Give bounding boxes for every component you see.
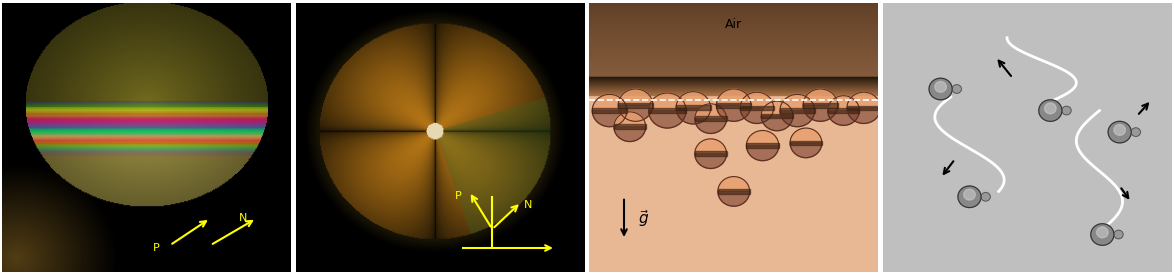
Wedge shape	[614, 112, 646, 127]
Wedge shape	[780, 111, 815, 127]
Wedge shape	[846, 108, 880, 123]
FancyBboxPatch shape	[695, 116, 727, 121]
Wedge shape	[828, 96, 859, 111]
Wedge shape	[790, 128, 822, 143]
Circle shape	[935, 81, 946, 92]
Circle shape	[1062, 106, 1071, 115]
Circle shape	[1108, 121, 1132, 143]
Wedge shape	[676, 92, 710, 108]
Text: N: N	[239, 213, 248, 223]
Circle shape	[1039, 100, 1062, 121]
FancyBboxPatch shape	[619, 103, 653, 108]
FancyBboxPatch shape	[790, 141, 822, 145]
Wedge shape	[695, 119, 727, 133]
Wedge shape	[695, 139, 727, 154]
Circle shape	[1045, 103, 1057, 114]
FancyBboxPatch shape	[780, 108, 815, 113]
FancyBboxPatch shape	[747, 143, 778, 148]
Circle shape	[1091, 224, 1114, 245]
FancyBboxPatch shape	[716, 103, 751, 108]
FancyBboxPatch shape	[717, 189, 750, 194]
Circle shape	[981, 192, 991, 201]
FancyBboxPatch shape	[761, 114, 792, 118]
Wedge shape	[619, 105, 653, 121]
Wedge shape	[761, 101, 792, 116]
Wedge shape	[592, 94, 627, 111]
Wedge shape	[803, 105, 838, 121]
Wedge shape	[803, 89, 838, 105]
Wedge shape	[740, 108, 774, 123]
Wedge shape	[780, 94, 815, 111]
Circle shape	[958, 186, 981, 208]
Wedge shape	[676, 108, 710, 124]
Wedge shape	[740, 92, 774, 108]
Circle shape	[1114, 230, 1124, 239]
FancyBboxPatch shape	[803, 103, 838, 108]
Text: P: P	[454, 191, 461, 202]
Circle shape	[964, 189, 976, 200]
Wedge shape	[747, 145, 778, 161]
FancyBboxPatch shape	[828, 108, 859, 113]
Text: P: P	[153, 243, 160, 253]
Wedge shape	[648, 93, 686, 111]
Wedge shape	[717, 191, 750, 206]
Wedge shape	[717, 177, 750, 191]
Circle shape	[1097, 227, 1108, 238]
FancyBboxPatch shape	[846, 106, 880, 110]
Wedge shape	[747, 131, 778, 145]
Wedge shape	[790, 143, 822, 158]
Wedge shape	[828, 111, 859, 125]
Text: $\vec{g}$: $\vec{g}$	[639, 208, 649, 229]
Wedge shape	[614, 127, 646, 142]
Wedge shape	[648, 111, 686, 128]
Wedge shape	[846, 92, 880, 108]
FancyBboxPatch shape	[695, 152, 727, 156]
Text: Air: Air	[726, 18, 742, 31]
Wedge shape	[695, 154, 727, 169]
Wedge shape	[716, 105, 751, 121]
FancyBboxPatch shape	[676, 105, 710, 110]
Circle shape	[1132, 128, 1140, 136]
FancyBboxPatch shape	[614, 125, 646, 129]
Wedge shape	[695, 104, 727, 119]
FancyBboxPatch shape	[740, 106, 774, 110]
Wedge shape	[619, 89, 653, 105]
Text: N: N	[524, 200, 532, 210]
Wedge shape	[761, 116, 792, 131]
Wedge shape	[716, 89, 751, 105]
Circle shape	[1114, 125, 1126, 135]
Circle shape	[952, 85, 962, 93]
FancyBboxPatch shape	[648, 108, 686, 113]
Wedge shape	[592, 111, 627, 127]
Circle shape	[929, 78, 952, 100]
FancyBboxPatch shape	[592, 108, 627, 113]
